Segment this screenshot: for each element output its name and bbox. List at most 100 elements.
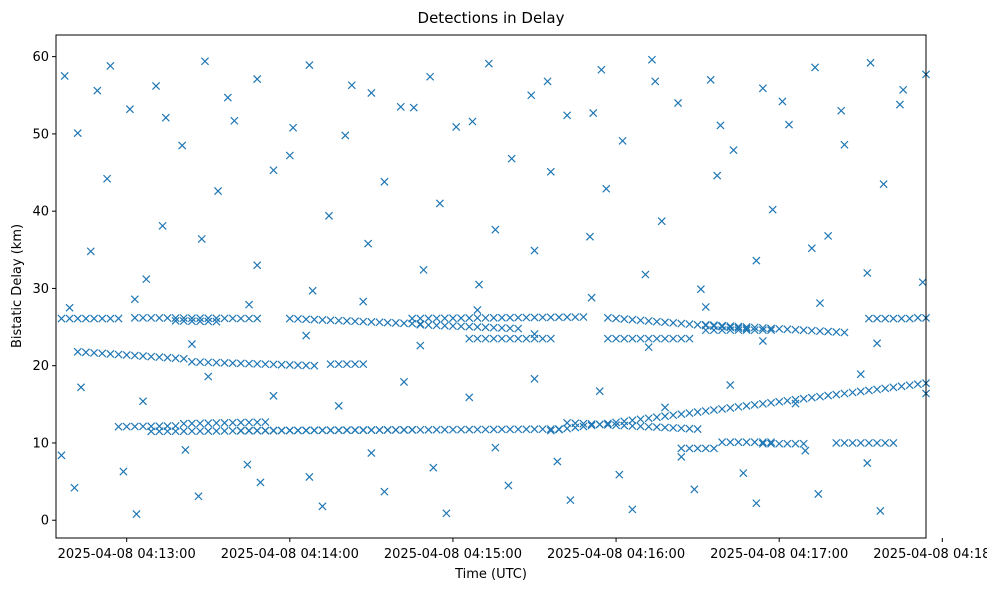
detection-marker [767,398,776,407]
detection-marker [187,340,196,349]
detection-marker [864,386,873,395]
detection-marker [636,334,645,343]
detection-marker [187,317,196,326]
plot-frame [55,34,927,539]
detection-marker [603,334,612,343]
detection-marker [905,314,914,323]
detection-marker [473,334,482,343]
detection-marker [879,180,888,189]
detection-marker [171,314,180,323]
detection-marker [155,422,164,431]
detection-marker [171,354,180,363]
detection-marker [618,136,627,145]
detection-marker [90,348,99,357]
y-tick-label: 40 [32,205,49,220]
detection-marker [546,334,555,343]
detection-marker [652,423,661,432]
detection-marker [375,425,384,434]
detection-marker [716,121,725,130]
detection-marker [163,313,172,323]
detection-marker [194,492,203,501]
detection-marker [302,361,311,370]
detection-marker [864,438,873,447]
detection-marker [815,327,824,336]
detection-marker [685,320,694,329]
detection-marker [856,438,865,447]
detection-marker [359,426,368,435]
detection-marker [758,438,767,447]
detection-marker [522,334,531,343]
detection-marker [522,313,531,322]
detection-marker [783,325,792,334]
detection-marker [579,419,588,428]
detection-marker [81,314,90,323]
detection-marker [285,151,294,160]
detection-marker [408,425,417,434]
detection-marker [228,314,237,323]
detection-marker [293,314,302,323]
detection-marker [913,313,922,322]
detection-marker [758,84,767,93]
detection-marker [647,55,656,64]
detection-marker [491,225,500,234]
detection-marker [807,326,816,335]
detection-marker [261,360,270,369]
detection-marker [473,313,482,323]
detection-marker [212,419,221,428]
detection-marker [230,116,239,125]
detection-marker [187,419,196,428]
detection-marker [351,360,360,369]
detection-marker [832,438,841,447]
detection-marker [342,316,351,325]
detection-marker [652,413,661,422]
detection-marker [620,421,629,430]
detection-marker [277,426,286,435]
detection-marker [204,427,213,436]
detection-marker [359,297,368,306]
detection-marker [506,334,515,343]
detection-marker [660,334,670,343]
detection-marker [603,419,612,428]
detection-marker [811,63,820,72]
detection-marker [489,334,498,343]
detection-marker [86,247,95,256]
detection-marker [729,146,738,155]
detection-marker [138,397,148,406]
detection-marker [832,327,841,337]
detection-marker [125,105,134,114]
detection-marker [873,314,882,323]
detection-marker [824,327,833,336]
detection-marker [253,261,262,270]
detection-marker [334,426,343,435]
detection-marker [76,383,86,392]
detection-marker [660,423,670,432]
detection-marker [881,314,890,323]
detection-marker [636,422,645,431]
detection-marker [171,421,180,430]
detection-marker [269,360,278,369]
detection-marker [506,324,515,333]
detection-marker [553,457,562,466]
detection-marker [228,418,237,427]
detection-marker [416,320,425,329]
detection-marker [399,425,409,434]
detection-marker [652,317,661,326]
detection-marker [196,419,205,428]
detection-marker [440,321,449,330]
detection-marker [742,401,751,410]
detection-marker [628,505,637,514]
chart-title: Detections in Delay [418,9,565,27]
detection-marker [628,334,637,343]
detection-marker [775,324,784,333]
detection-marker [750,438,759,447]
detection-marker [685,424,694,433]
detection-marker [628,315,637,324]
detection-marker [243,460,252,469]
detection-marker [489,313,498,322]
detection-marker [424,321,433,330]
detection-marker [147,313,156,322]
detection-marker [416,425,425,434]
detection-marker [351,317,360,326]
detection-marker [530,329,539,339]
x-tick-label: 2025-04-08 04:16:00 [547,547,685,562]
